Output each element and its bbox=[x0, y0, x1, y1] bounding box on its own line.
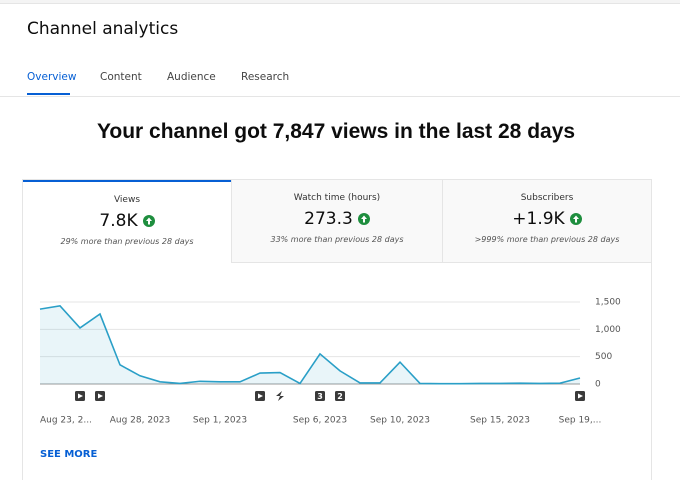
metric-value-row: +1.9K bbox=[443, 209, 651, 229]
metric-value: 273.3 bbox=[304, 209, 353, 229]
metric-card[interactable]: Views 7.8K 29% more than previous 28 day… bbox=[23, 180, 231, 263]
x-tick-label: Sep 15, 2023 bbox=[470, 416, 530, 426]
metric-card[interactable]: Subscribers +1.9K >999% more than previo… bbox=[442, 180, 651, 263]
y-tick-label: 0 bbox=[595, 380, 601, 390]
area bbox=[40, 305, 580, 384]
y-tick-label: 1,500 bbox=[595, 298, 621, 308]
metric-value-row: 273.3 bbox=[232, 209, 442, 229]
divider bbox=[0, 96, 680, 97]
metric-value-row: 7.8K bbox=[23, 211, 231, 231]
x-tick-label: Sep 6, 2023 bbox=[293, 416, 347, 426]
x-tick-label: Sep 19,... bbox=[559, 416, 602, 426]
chart: 0 500 1,000 1,500 3 2 Aug 23, 2... Aug 28, 2023… bbox=[39, 298, 621, 426]
tab-indicator bbox=[27, 93, 70, 95]
marker-count: 3 bbox=[317, 392, 323, 401]
tab[interactable]: Content bbox=[100, 71, 142, 83]
tab[interactable]: Audience bbox=[167, 71, 216, 83]
metric-value: +1.9K bbox=[512, 209, 565, 229]
page-title: Channel analytics bbox=[27, 19, 179, 39]
video-group-marker bbox=[335, 391, 345, 401]
analytics-card: Views 7.8K 29% more than previous 28 day… bbox=[22, 179, 652, 480]
up-icon bbox=[142, 215, 155, 227]
up-icon bbox=[357, 213, 370, 225]
top-bar bbox=[0, 0, 680, 4]
tab[interactable]: Research bbox=[241, 71, 290, 83]
shorts-marker bbox=[276, 391, 284, 401]
metric-label: Watch time (hours) bbox=[293, 193, 381, 203]
video-group-marker bbox=[315, 391, 325, 401]
see-more-link[interactable]: SEE MORE bbox=[40, 449, 98, 460]
up-icon bbox=[569, 213, 582, 225]
metric-label: Views bbox=[113, 195, 141, 205]
play-glyph bbox=[258, 393, 263, 399]
play-glyph bbox=[98, 393, 103, 399]
y-tick-label: 1,000 bbox=[595, 325, 621, 335]
x-tick-label: Sep 10, 2023 bbox=[370, 416, 430, 426]
metric-card[interactable]: Watch time (hours) 273.3 33% more than p… bbox=[231, 180, 442, 263]
metric-label: Subscribers bbox=[520, 193, 574, 203]
play-glyph bbox=[578, 393, 583, 399]
metric-note: >999% more than previous 28 days bbox=[474, 235, 620, 244]
play-glyph bbox=[78, 393, 83, 399]
x-tick-label: Sep 1, 2023 bbox=[193, 416, 247, 426]
metric-note: 29% more than previous 28 days bbox=[60, 237, 194, 246]
metric-value: 7.8K bbox=[99, 211, 138, 231]
marker-count: 2 bbox=[337, 392, 343, 401]
x-tick-label: Aug 23, 2... bbox=[40, 416, 92, 426]
tab[interactable]: Overview bbox=[27, 71, 77, 83]
line bbox=[39, 304, 581, 385]
headline: Your channel got 7,847 views in the last… bbox=[96, 120, 576, 143]
y-tick-label: 500 bbox=[595, 352, 612, 362]
x-tick-label: Aug 28, 2023 bbox=[110, 416, 171, 426]
metric-note: 33% more than previous 28 days bbox=[270, 235, 404, 244]
